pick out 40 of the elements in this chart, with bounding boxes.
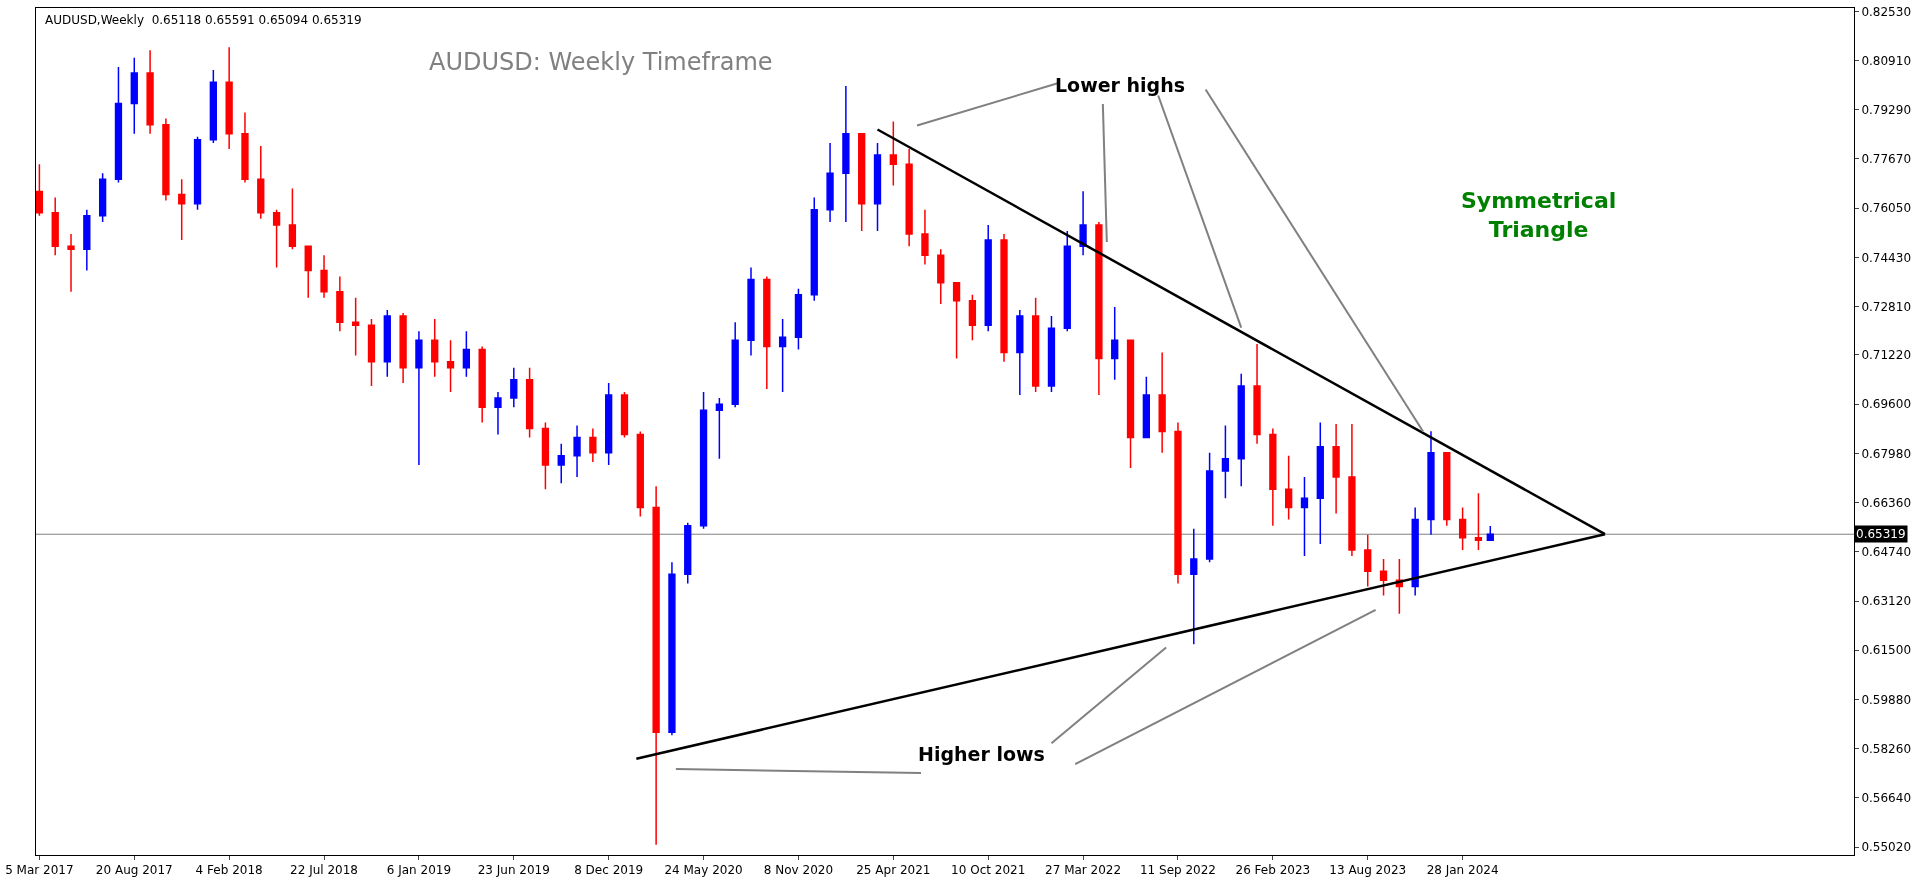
y-tick-label: 0.74430 — [1861, 250, 1912, 265]
x-tick-label: 28 Jan 2024 — [1426, 863, 1499, 878]
x-tick-label: 27 Mar 2022 — [1045, 863, 1122, 878]
x-tick-label: 5 Mar 2017 — [5, 863, 74, 878]
x-tick-label: 8 Dec 2019 — [574, 863, 644, 878]
x-tick-label: 8 Nov 2020 — [763, 863, 834, 878]
y-tick-label: 0.55020 — [1861, 840, 1912, 855]
x-tick-label: 23 Jun 2019 — [477, 863, 550, 878]
y-tick-label: 0.76050 — [1861, 201, 1912, 216]
y-tick-label: 0.61500 — [1861, 643, 1912, 658]
text: AUDUSD: Weekly Timeframe — [429, 48, 773, 76]
x-tick-label: 13 Aug 2023 — [1329, 863, 1407, 878]
ref-line-label: 0.65319 — [1856, 527, 1906, 541]
y-tick-label: 0.59880 — [1861, 692, 1912, 707]
x-tick-label: 11 Sep 2022 — [1139, 863, 1216, 878]
x-tick-label: 22 Jul 2018 — [290, 863, 358, 878]
y-tick-label: 0.79290 — [1861, 102, 1912, 117]
y-tick-label: 0.77670 — [1861, 152, 1912, 167]
x-tick-label: 24 May 2020 — [664, 863, 743, 878]
x-tick-label: 10 Oct 2021 — [951, 863, 1026, 878]
y-tick-label: 0.67980 — [1861, 446, 1912, 461]
y-tick-label: 0.58260 — [1861, 741, 1912, 756]
annotation: Symmetrical Triangle — [1461, 188, 1617, 242]
annotation: Higher lows — [918, 743, 1045, 765]
x-tick-label: 20 Aug 2017 — [95, 863, 173, 878]
y-tick-label: 0.80910 — [1861, 53, 1912, 68]
y-tick-label: 0.66360 — [1861, 495, 1912, 510]
y-tick-label: 0.63120 — [1861, 594, 1912, 609]
annotation: Lower highs — [1055, 74, 1186, 96]
x-tick-label: 25 Apr 2021 — [856, 863, 931, 878]
y-tick-label: 0.72810 — [1861, 299, 1912, 314]
y-tick-label: 0.71220 — [1861, 348, 1912, 363]
text: AUDUSD,Weekly 0.65118 0.65591 0.65094 0.65319 — [45, 13, 362, 27]
y-tick-label: 0.69600 — [1861, 397, 1912, 412]
y-tick-label: 0.64740 — [1861, 545, 1912, 560]
x-tick-label: 4 Feb 2018 — [195, 863, 263, 878]
y-tick-label: 0.56640 — [1861, 791, 1912, 806]
y-tick-label: 0.82530 — [1861, 4, 1912, 19]
x-tick-label: 6 Jan 2019 — [386, 863, 452, 878]
x-tick-label: 26 Feb 2023 — [1235, 863, 1311, 878]
